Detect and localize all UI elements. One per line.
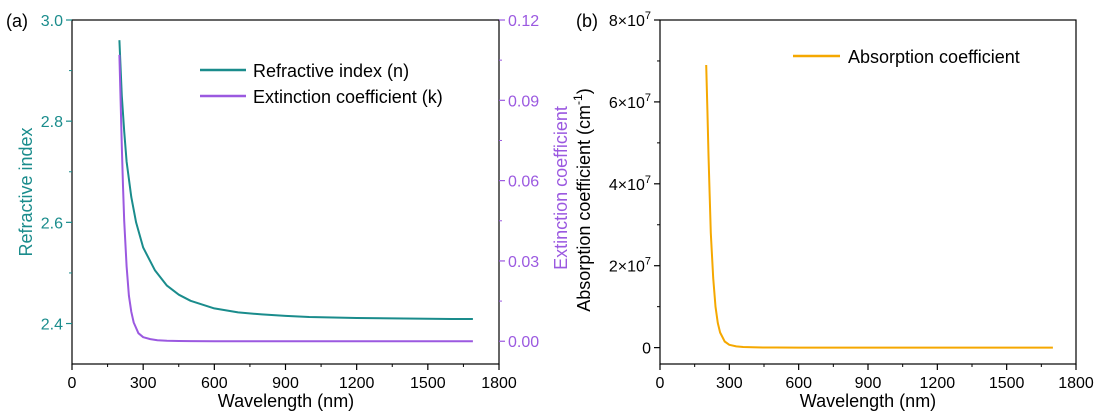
panel-a-legend: Refractive index (n) Extinction coeffici… — [200, 61, 443, 107]
panel-b-x-axis-title: Wavelength (nm) — [800, 391, 936, 411]
y-tick-label: 2×107 — [609, 256, 651, 276]
legend-label-refractive-index: Refractive index (n) — [253, 61, 409, 81]
x-tick-label: 1200 — [920, 375, 956, 392]
y2-tick-label: 0.09 — [508, 93, 539, 110]
panel-a-x-axis-title: Wavelength (nm) — [218, 391, 354, 411]
x-tick-label: 0 — [656, 375, 665, 392]
panel-b-y-axis-title-sup: -1 — [571, 94, 585, 105]
x-tick-label: 1500 — [410, 375, 446, 392]
panel-a-left-y-ticks: 2.4 2.6 2.8 3.0 — [41, 13, 72, 334]
y-tick-label: 6×107 — [609, 92, 651, 112]
y2-tick-label: 0.12 — [508, 13, 539, 30]
x-tick-label: 1800 — [481, 375, 517, 392]
panel-b-x-ticks: 0 300 600 900 1200 1500 1800 — [656, 364, 1094, 392]
panel-b-label: (b) — [576, 11, 598, 31]
panel-a-label: (a) — [6, 11, 28, 31]
x-tick-label: 0 — [68, 375, 77, 392]
y-tick-label: 4×107 — [609, 174, 651, 194]
x-tick-label: 600 — [785, 375, 812, 392]
series-line-absorption-coefficient — [705, 64, 1053, 349]
x-tick-label: 1500 — [989, 375, 1025, 392]
panel-b-legend: Absorption coefficient — [793, 47, 1020, 67]
y2-tick-label: 0.00 — [508, 334, 539, 351]
panel-a-x-ticks: 0 300 600 900 1200 1500 1800 — [68, 364, 517, 392]
x-tick-label: 300 — [130, 375, 157, 392]
x-tick-label: 600 — [201, 375, 228, 392]
panel-b-y-axis-title-end: ) — [574, 88, 594, 94]
y-tick-label: 0 — [642, 341, 651, 358]
panel-b-y-ticks: 0 2×107 4×107 6×107 8×107 — [609, 10, 660, 358]
y2-tick-label: 0.06 — [508, 174, 539, 191]
x-tick-label: 1200 — [339, 375, 375, 392]
panel-a-right-y-axis-title: Extinction coefficient — [551, 106, 571, 270]
y-tick-label: 3.0 — [41, 13, 63, 30]
panel-b-y-axis-title: Absorption coefficient (cm-1) — [571, 88, 594, 311]
panel-b-series — [705, 64, 1053, 349]
panel-b-y-axis-title-main: Absorption coefficient (cm — [574, 105, 594, 312]
y-tick-label: 2.6 — [41, 215, 63, 232]
series-line-refractive-index — [118, 40, 473, 320]
y-tick-label: 2.4 — [41, 317, 63, 334]
x-tick-label: 1800 — [1058, 375, 1094, 392]
panel-b-plot-frame — [659, 19, 1077, 365]
legend-label-absorption-coefficient: Absorption coefficient — [848, 47, 1020, 67]
panel-a-left-y-axis-title: Refractive index — [16, 127, 36, 256]
panel-a-right-y-ticks: 0.00 0.03 0.06 0.09 0.12 — [499, 13, 539, 351]
y-tick-label: 8×107 — [609, 10, 651, 30]
x-tick-label: 900 — [272, 375, 299, 392]
panel-a-series — [118, 40, 473, 343]
legend-label-extinction-coefficient: Extinction coefficient (k) — [253, 87, 443, 107]
y2-tick-label: 0.03 — [508, 254, 539, 271]
x-tick-label: 900 — [855, 375, 882, 392]
series-line-extinction-coefficient — [118, 54, 473, 343]
y-tick-label: 2.8 — [41, 114, 63, 131]
x-tick-label: 300 — [716, 375, 743, 392]
